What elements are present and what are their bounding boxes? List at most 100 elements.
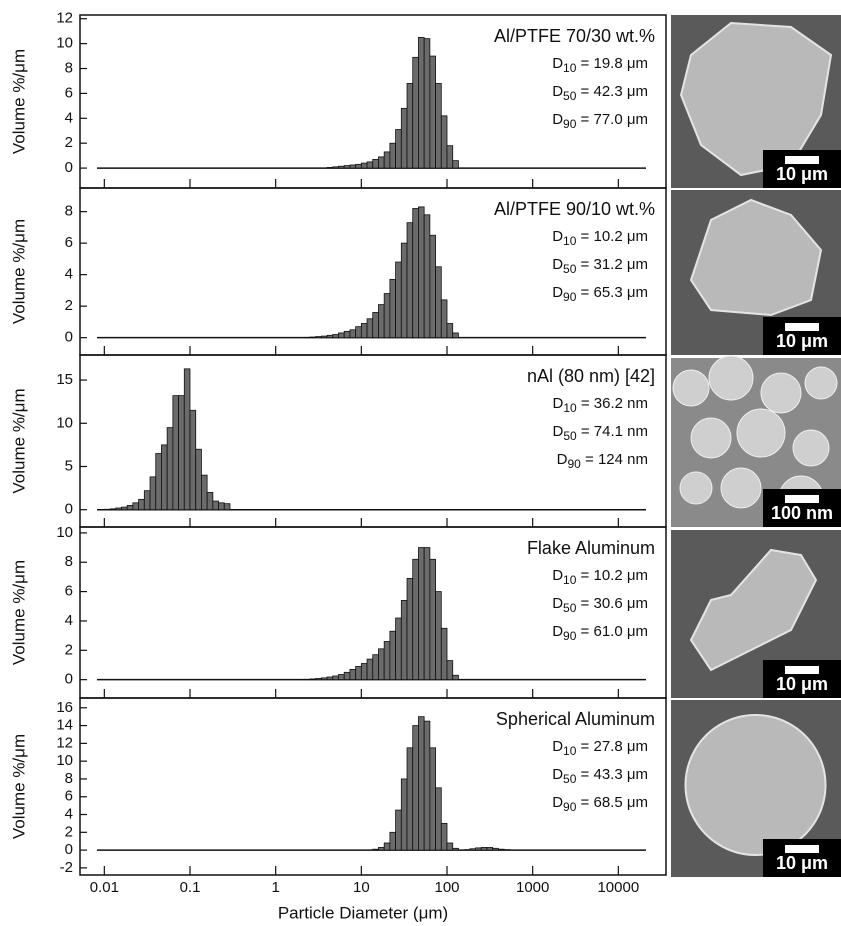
bar — [418, 717, 424, 850]
panel-title: Al/PTFE 90/10 wt.% — [494, 199, 655, 219]
bar — [447, 146, 453, 168]
bar — [436, 788, 442, 850]
bar — [396, 130, 402, 169]
bar — [453, 161, 459, 168]
y-tick-label: 6 — [65, 84, 73, 101]
bar — [356, 666, 362, 679]
annotation-value: = 74.1 nm — [577, 423, 648, 440]
bar — [390, 279, 396, 337]
bar — [384, 152, 390, 168]
y-tick-label: 2 — [65, 297, 73, 314]
bar — [321, 678, 327, 680]
y-tick-label: 6 — [65, 788, 73, 805]
x-tick-label: 1 — [271, 879, 279, 896]
bar — [344, 166, 350, 168]
annotation-value: = 10.2 μm — [576, 567, 648, 584]
bar — [407, 578, 413, 679]
panel-title: Spherical Aluminum — [496, 709, 655, 729]
bar — [487, 847, 493, 850]
panel-title: nAl (80 nm) [42] — [527, 366, 655, 386]
annotation: D90 = 65.3 μm — [552, 284, 648, 304]
bar — [156, 454, 162, 510]
annotation: D90 = 124 nm — [557, 451, 648, 471]
annotation: D50 = 43.3 μm — [552, 766, 648, 786]
annotation-value: = 61.0 μm — [576, 623, 648, 640]
nanoparticle — [709, 356, 753, 400]
annotation: D50 = 30.6 μm — [552, 595, 648, 615]
bar — [481, 847, 487, 850]
bar — [384, 843, 390, 850]
annotation-symbol: D — [552, 595, 563, 612]
bar — [207, 492, 213, 509]
scale-bar-label: 10 μm — [776, 674, 828, 694]
bar — [436, 83, 442, 168]
bar — [367, 319, 373, 338]
bar — [133, 503, 139, 510]
bar — [453, 333, 459, 338]
bar — [407, 223, 413, 338]
annotation-symbol: D — [552, 738, 563, 755]
annotation-subscript: 50 — [563, 429, 577, 443]
bar — [384, 641, 390, 679]
bar — [361, 323, 367, 337]
particle — [686, 715, 826, 855]
x-tick-label: 1000 — [516, 879, 549, 896]
bar — [401, 108, 407, 168]
y-tick-label: 12 — [56, 10, 73, 27]
annotation: D90 = 68.5 μm — [552, 794, 648, 814]
y-tick-label: 16 — [56, 699, 73, 716]
sem-image: 10 μm — [671, 530, 841, 698]
annotation-subscript: 10 — [563, 401, 577, 415]
bar — [378, 847, 384, 850]
annotation-value: = 43.3 μm — [576, 766, 648, 783]
bar — [390, 631, 396, 679]
scale-bar-label: 10 μm — [776, 331, 828, 351]
bar — [401, 600, 407, 679]
annotation-symbol: D — [552, 83, 563, 100]
bar — [179, 396, 185, 510]
y-tick-label: 8 — [65, 203, 73, 220]
y-tick-label: 10 — [56, 414, 73, 431]
y-tick-label: 15 — [56, 371, 73, 388]
annotation-symbol: D — [552, 567, 563, 584]
bar — [327, 335, 333, 337]
annotation: D10 = 27.8 μm — [552, 738, 648, 758]
bar — [396, 618, 402, 680]
bar — [316, 678, 322, 679]
bar — [447, 843, 453, 850]
bar — [184, 369, 190, 510]
bar — [430, 56, 436, 168]
bar — [413, 208, 419, 337]
nanoparticle — [721, 468, 761, 508]
bar — [424, 39, 430, 168]
x-tick-label: 10 — [353, 879, 370, 896]
bar — [167, 428, 173, 510]
scale-bar-label: 100 nm — [771, 503, 833, 523]
panel-title: Flake Aluminum — [527, 538, 655, 558]
annotation-subscript: 10 — [563, 61, 577, 75]
bar — [407, 83, 413, 168]
annotation-symbol: D — [552, 111, 563, 128]
y-tick-label: 14 — [56, 717, 73, 734]
annotation-subscript: 10 — [563, 744, 577, 758]
figure: 024681012Volume %/μmAl/PTFE 70/30 wt.%D1… — [0, 0, 841, 926]
annotation-symbol: D — [553, 423, 564, 440]
bar — [373, 849, 379, 850]
scale-bar-label: 10 μm — [776, 164, 828, 184]
bar — [396, 262, 402, 338]
annotation: D10 = 36.2 nm — [553, 395, 649, 415]
bar — [350, 669, 356, 679]
annotation-symbol: D — [552, 228, 563, 245]
annotation: D50 = 31.2 μm — [552, 256, 648, 276]
scale-bar-label: 10 μm — [776, 853, 828, 873]
bar — [441, 823, 447, 850]
annotation-value: = 124 nm — [581, 451, 648, 468]
bar — [321, 336, 327, 338]
annotation-symbol: D — [552, 623, 563, 640]
bar — [430, 748, 436, 850]
annotation-subscript: 90 — [563, 800, 577, 814]
nanoparticle — [761, 373, 801, 413]
bar — [436, 267, 442, 338]
bar — [361, 664, 367, 680]
sem-image: 100 nm — [671, 356, 841, 527]
